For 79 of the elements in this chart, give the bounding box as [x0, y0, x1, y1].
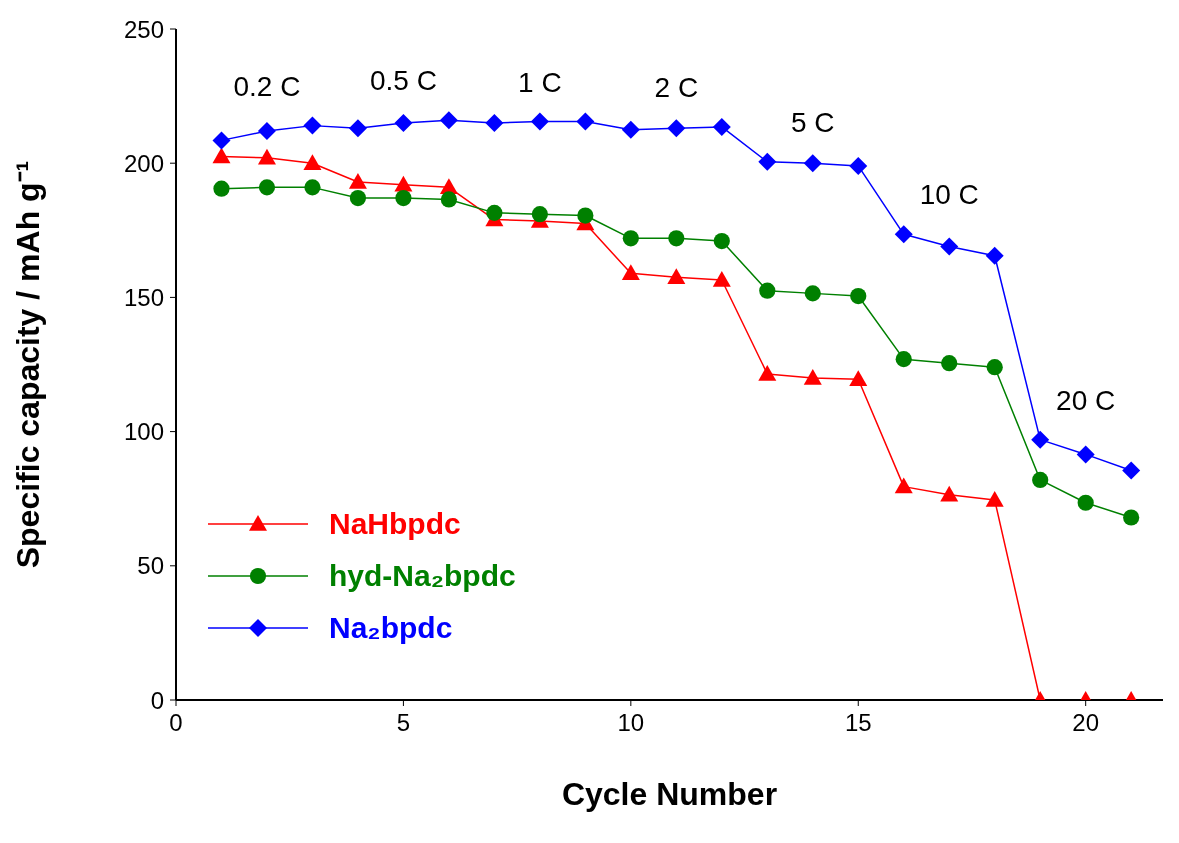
annotation: 1 C — [518, 66, 562, 98]
point — [212, 147, 231, 164]
y-tick-label: 200 — [123, 149, 164, 177]
annotation: 0.2 C — [233, 70, 301, 102]
point — [1122, 461, 1141, 480]
point — [940, 485, 959, 502]
point — [394, 175, 413, 192]
point — [257, 148, 276, 165]
point — [257, 121, 276, 140]
point — [394, 113, 413, 132]
point — [440, 191, 457, 208]
point — [1076, 445, 1095, 464]
point — [667, 268, 686, 285]
point — [213, 180, 230, 197]
x-tick-label: 15 — [844, 709, 872, 737]
annotation: 5 C — [790, 106, 835, 138]
y-axis-title: Specific capacity / mAh g⁻¹ — [10, 160, 47, 569]
point — [758, 152, 777, 171]
y-tick-label: 100 — [123, 418, 164, 446]
point — [895, 351, 912, 368]
legend-label: NaHbpdc — [329, 507, 461, 541]
point — [803, 368, 822, 385]
x-axis-title: Cycle Number — [561, 776, 778, 812]
point — [803, 154, 822, 173]
point — [894, 225, 913, 244]
y-tick-label: 50 — [137, 552, 164, 580]
y-tick-label: 150 — [123, 283, 164, 311]
point — [712, 270, 731, 287]
point — [395, 189, 412, 207]
annotation: 2 C — [654, 71, 699, 103]
point — [1077, 494, 1094, 511]
point — [303, 154, 322, 170]
point — [849, 370, 868, 387]
annotation: 20 C — [1056, 384, 1116, 416]
point — [303, 116, 322, 135]
point — [1123, 509, 1140, 526]
point — [850, 287, 867, 305]
legend-label: Na₂bpdc — [329, 611, 453, 645]
point — [212, 131, 231, 150]
legend-label: hyd-Na₂bpdc — [329, 559, 516, 593]
point — [531, 206, 548, 223]
point — [577, 207, 594, 224]
point — [758, 364, 777, 381]
point — [348, 119, 367, 138]
point — [667, 119, 686, 138]
point — [1032, 471, 1049, 489]
point — [986, 359, 1003, 376]
point — [668, 230, 685, 247]
point — [985, 246, 1004, 265]
point — [621, 264, 640, 280]
point — [530, 112, 549, 131]
point — [759, 282, 776, 299]
point — [894, 477, 913, 494]
annotation: 0.5 C — [369, 65, 437, 97]
point — [713, 232, 730, 250]
point — [622, 230, 639, 247]
point — [486, 204, 503, 221]
x-tick-label: 5 — [396, 709, 411, 737]
y-tick-label: 250 — [123, 15, 164, 43]
point — [849, 156, 868, 175]
point — [621, 120, 640, 139]
x-tick-label: 10 — [617, 709, 645, 737]
x-tick-label: 20 — [1072, 709, 1100, 737]
y-tick-label: 0 — [150, 686, 164, 714]
point — [348, 172, 367, 189]
point — [804, 285, 821, 302]
point — [485, 113, 504, 132]
point — [439, 111, 458, 130]
point — [304, 179, 321, 196]
x-tick-label: 0 — [169, 709, 183, 737]
point — [940, 237, 959, 256]
annotation: 10 C — [919, 179, 979, 211]
point — [985, 491, 1004, 507]
point — [349, 189, 367, 207]
point — [1031, 430, 1050, 449]
point — [258, 179, 276, 196]
point — [941, 355, 958, 372]
point — [576, 112, 595, 131]
point — [712, 117, 731, 136]
